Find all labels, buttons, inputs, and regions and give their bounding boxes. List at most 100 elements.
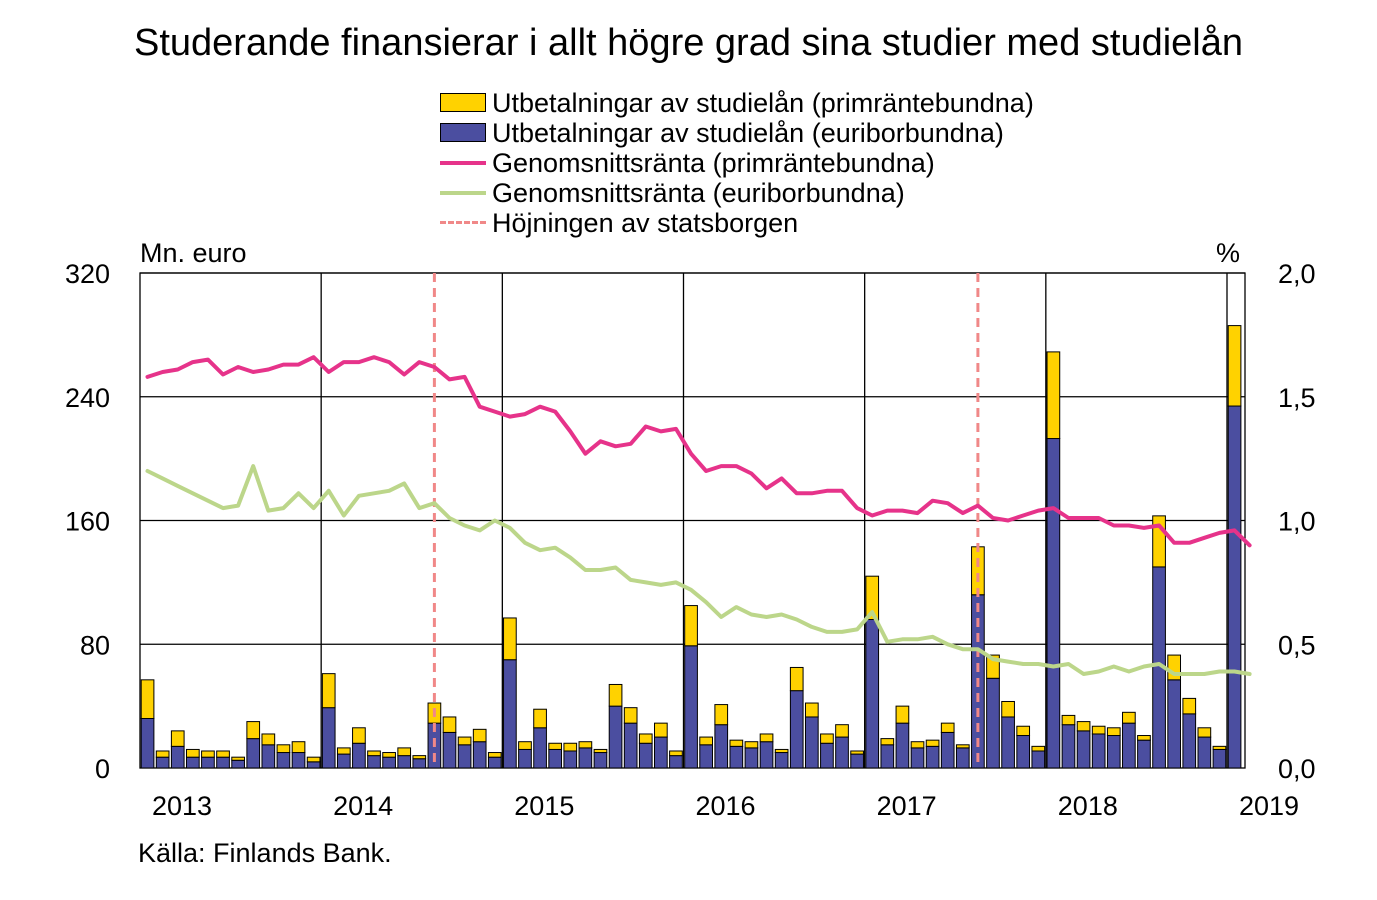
left-tick-label: 160	[65, 507, 110, 537]
bar-prime	[548, 742, 563, 750]
bar-euribor	[487, 756, 502, 769]
bar-prime	[1046, 351, 1061, 440]
line-euribor-rate	[145, 464, 1252, 676]
bar-euribor	[804, 716, 819, 769]
bar-euribor	[820, 742, 834, 769]
bar-euribor	[155, 756, 170, 769]
bar-prime	[865, 575, 880, 620]
x-tick-label: 2014	[333, 791, 393, 821]
bar-prime	[699, 736, 713, 746]
x-tick-label: 2013	[152, 791, 212, 821]
bar-euribor	[1046, 438, 1061, 769]
bar-prime	[714, 704, 729, 726]
bar-euribor	[623, 722, 638, 769]
bar-euribor	[850, 753, 864, 769]
bar-euribor	[276, 752, 291, 769]
x-tick-label: 2015	[514, 791, 574, 821]
x-tick-label: 2018	[1058, 791, 1118, 821]
bar-prime	[578, 741, 593, 749]
bar-euribor	[638, 742, 653, 769]
bar-euribor	[608, 705, 623, 769]
bar-euribor	[759, 741, 774, 769]
bar-prime	[503, 617, 517, 661]
bar-prime	[1122, 711, 1136, 724]
bar-euribor	[216, 756, 230, 769]
bar-euribor	[1076, 730, 1091, 769]
right-tick-label: 0,0	[1278, 754, 1316, 784]
bar-prime	[638, 733, 653, 744]
legend-swatch-prime-rate	[440, 161, 486, 165]
bar-prime	[684, 605, 698, 647]
bar-prime	[1091, 725, 1106, 735]
bar-euribor	[1212, 748, 1227, 769]
bar-prime	[804, 702, 819, 718]
bar-prime	[261, 733, 276, 746]
legend-item-euribor-bar: Utbetalningar av studielån (euriborbundn…	[440, 118, 1034, 148]
bar-prime	[940, 722, 955, 733]
bar-prime	[291, 741, 306, 754]
bar-euribor	[231, 759, 245, 769]
bar-euribor	[714, 724, 729, 769]
bar-euribor	[1091, 733, 1106, 769]
bar-euribor	[986, 677, 1000, 769]
bar-euribor	[593, 752, 608, 769]
bar-prime	[336, 747, 351, 755]
bar-prime	[306, 756, 321, 763]
bar-euribor	[1167, 679, 1182, 769]
bar-euribor	[352, 742, 366, 769]
bar-prime	[971, 546, 985, 596]
bar-euribor	[1197, 736, 1212, 769]
bar-prime	[1001, 700, 1015, 718]
bar-prime	[910, 741, 925, 749]
right-tick-label: 1,0	[1278, 507, 1316, 537]
right-tick-label: 2,0	[1278, 259, 1316, 289]
bar-prime	[533, 708, 547, 729]
bar-prime	[1061, 714, 1076, 726]
bar-prime	[895, 705, 910, 724]
bar-prime	[744, 741, 759, 749]
bar-prime	[623, 707, 638, 724]
bar-euribor	[201, 756, 215, 769]
right-tick-label: 0,5	[1278, 630, 1316, 660]
bar-prime	[382, 752, 396, 758]
bar-prime	[1106, 727, 1121, 737]
bar-prime	[1031, 745, 1046, 752]
bar-prime	[774, 748, 789, 754]
bar-euribor	[1031, 750, 1046, 769]
bar-euribor	[457, 744, 472, 769]
right-tick-label: 1,5	[1278, 383, 1316, 413]
chart-title: Studerande finansierar i allt högre grad…	[134, 22, 1243, 64]
bar-prime	[367, 750, 381, 757]
bar-euribor	[699, 744, 713, 769]
bar-prime	[880, 738, 895, 746]
bar-euribor	[955, 747, 970, 769]
left-tick-label: 80	[80, 630, 110, 660]
bar-euribor	[1122, 722, 1136, 769]
legend-label-guarantee: Höjningen av statsborgen	[492, 208, 799, 238]
bar-prime	[170, 730, 185, 747]
bar-euribor	[472, 741, 487, 769]
x-tick-label: 2019	[1239, 791, 1299, 821]
bar-euribor	[321, 707, 336, 769]
bar-euribor	[895, 722, 910, 769]
bar-prime	[1197, 727, 1212, 738]
bar-prime	[1212, 745, 1227, 750]
bar-prime	[231, 756, 245, 761]
bar-euribor	[533, 727, 547, 769]
left-tick-label: 240	[65, 383, 110, 413]
bar-euribor	[246, 738, 261, 769]
bar-euribor	[729, 745, 744, 769]
bar-prime	[955, 744, 970, 749]
bar-prime	[789, 666, 804, 692]
bar-prime	[835, 724, 849, 738]
bar-prime	[397, 747, 412, 757]
bar-euribor	[1001, 716, 1015, 769]
bar-euribor	[261, 744, 276, 769]
bar-euribor	[835, 736, 849, 769]
bar-prime	[276, 744, 291, 754]
legend-label-prime-bar: Utbetalningar av studielån (primräntebun…	[492, 88, 1034, 118]
bar-euribor	[1061, 724, 1076, 769]
bar-euribor	[1106, 735, 1121, 769]
bar-euribor	[654, 736, 668, 769]
